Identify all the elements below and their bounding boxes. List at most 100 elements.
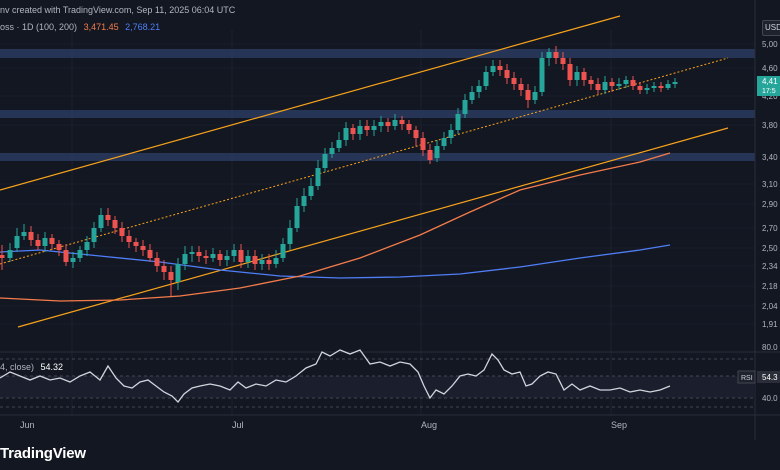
candle-body [651,86,657,88]
candle-body [469,92,475,100]
candle-body [497,66,503,70]
candle-body [77,250,83,258]
candle-body [35,240,41,246]
candle-body [0,255,5,258]
candle-body [238,250,244,262]
candle-body [420,138,426,150]
currency-button[interactable]: USD [762,20,780,36]
rsi-legend: 4, close) 54.32 [0,362,63,372]
candle-body [630,80,636,86]
price-tick-label: 4,20 [762,92,778,101]
candle-body [308,186,314,196]
candle-body [609,82,615,86]
candle-body [301,196,307,206]
candle-body [28,232,34,240]
price-tick-label: 1,91 [762,320,778,329]
candle-body [189,252,195,254]
current-price-badge [757,76,780,96]
time-axis-label: Sep [611,420,627,430]
candle-body [280,244,286,258]
price-tick-label: 2,50 [762,244,778,253]
candle-body [105,215,111,220]
candle-body [623,80,629,84]
candle-body [140,246,146,250]
rsi-value-badge-label: 54.3 [762,373,778,382]
ma100-value: 3,471.45 [83,22,119,32]
rsi-band [0,376,755,398]
candle-body [665,84,671,88]
candle-body [511,78,517,84]
candle-body [196,252,202,256]
candle-body [42,238,48,246]
candle-body [245,256,251,262]
candle-body [658,86,664,88]
candle-body [371,126,377,130]
logo-text: TradingView [0,444,86,462]
price-tick-label: 2,70 [762,224,778,233]
candle-body [483,72,489,86]
price-tick-label: 3,80 [762,121,778,130]
candle-body [91,228,97,242]
price-tick-label: 2,34 [762,262,778,271]
candle-body [259,260,265,264]
candle-body [441,138,447,146]
candle-body [21,232,27,236]
ma200-value: 2,768.21 [125,22,161,32]
candle-body [203,256,209,258]
candle-body [357,126,363,134]
candle-body [315,168,321,186]
candle-body [112,220,118,228]
candle-body [532,92,538,100]
candle-body [133,242,139,246]
candle-body [434,146,440,158]
candle-body [63,250,69,262]
tradingview-logo: TradingView [0,440,86,466]
candle-body [98,215,104,228]
candle-body [595,84,601,90]
candle-body [84,242,90,250]
candle-body [672,82,678,84]
rsi-tick-label: 40.0 [762,394,778,403]
candle-body [560,58,566,64]
candle-body [154,258,160,266]
candle-body [644,88,650,90]
candle-body [336,140,342,148]
candle-body [119,228,125,236]
candle-body [70,258,76,262]
candle-body [231,250,237,256]
candle-body [126,236,132,242]
candle-body [406,124,412,130]
candle-body [574,72,580,80]
candle-body [553,52,559,58]
current-price-label: 4,41 [762,77,778,86]
candle-body [364,126,370,130]
candle-body [343,128,349,140]
rsi-tick-label: 80.0 [762,343,778,352]
candle-body [539,58,545,92]
candle-body [602,82,608,90]
countdown-label: 17:5 [762,88,776,95]
sr-zone [0,110,755,118]
price-tick-label: 5,00 [762,40,778,49]
candle-body [294,206,300,228]
candle-body [385,122,391,126]
sr-zone [0,49,755,58]
time-axis-label: Aug [421,420,437,430]
time-axis-label: Jul [232,420,244,430]
candle-body [476,86,482,92]
candle-body [546,52,552,58]
rsi-line [0,349,671,403]
candle-body [581,72,587,80]
ma-label: oss · 1D (100, 200) [0,22,78,32]
price-tick-label: 2,04 [762,302,778,311]
candle-body [588,80,594,84]
candle-body [7,250,13,258]
candle-body [287,228,293,244]
price-tick-label: 3,10 [762,180,778,189]
candle-body [175,264,181,282]
candle-body [413,130,419,138]
candle-body [273,258,279,264]
rsi-value-badge [757,371,780,383]
time-axis-label: Jun [20,420,35,430]
